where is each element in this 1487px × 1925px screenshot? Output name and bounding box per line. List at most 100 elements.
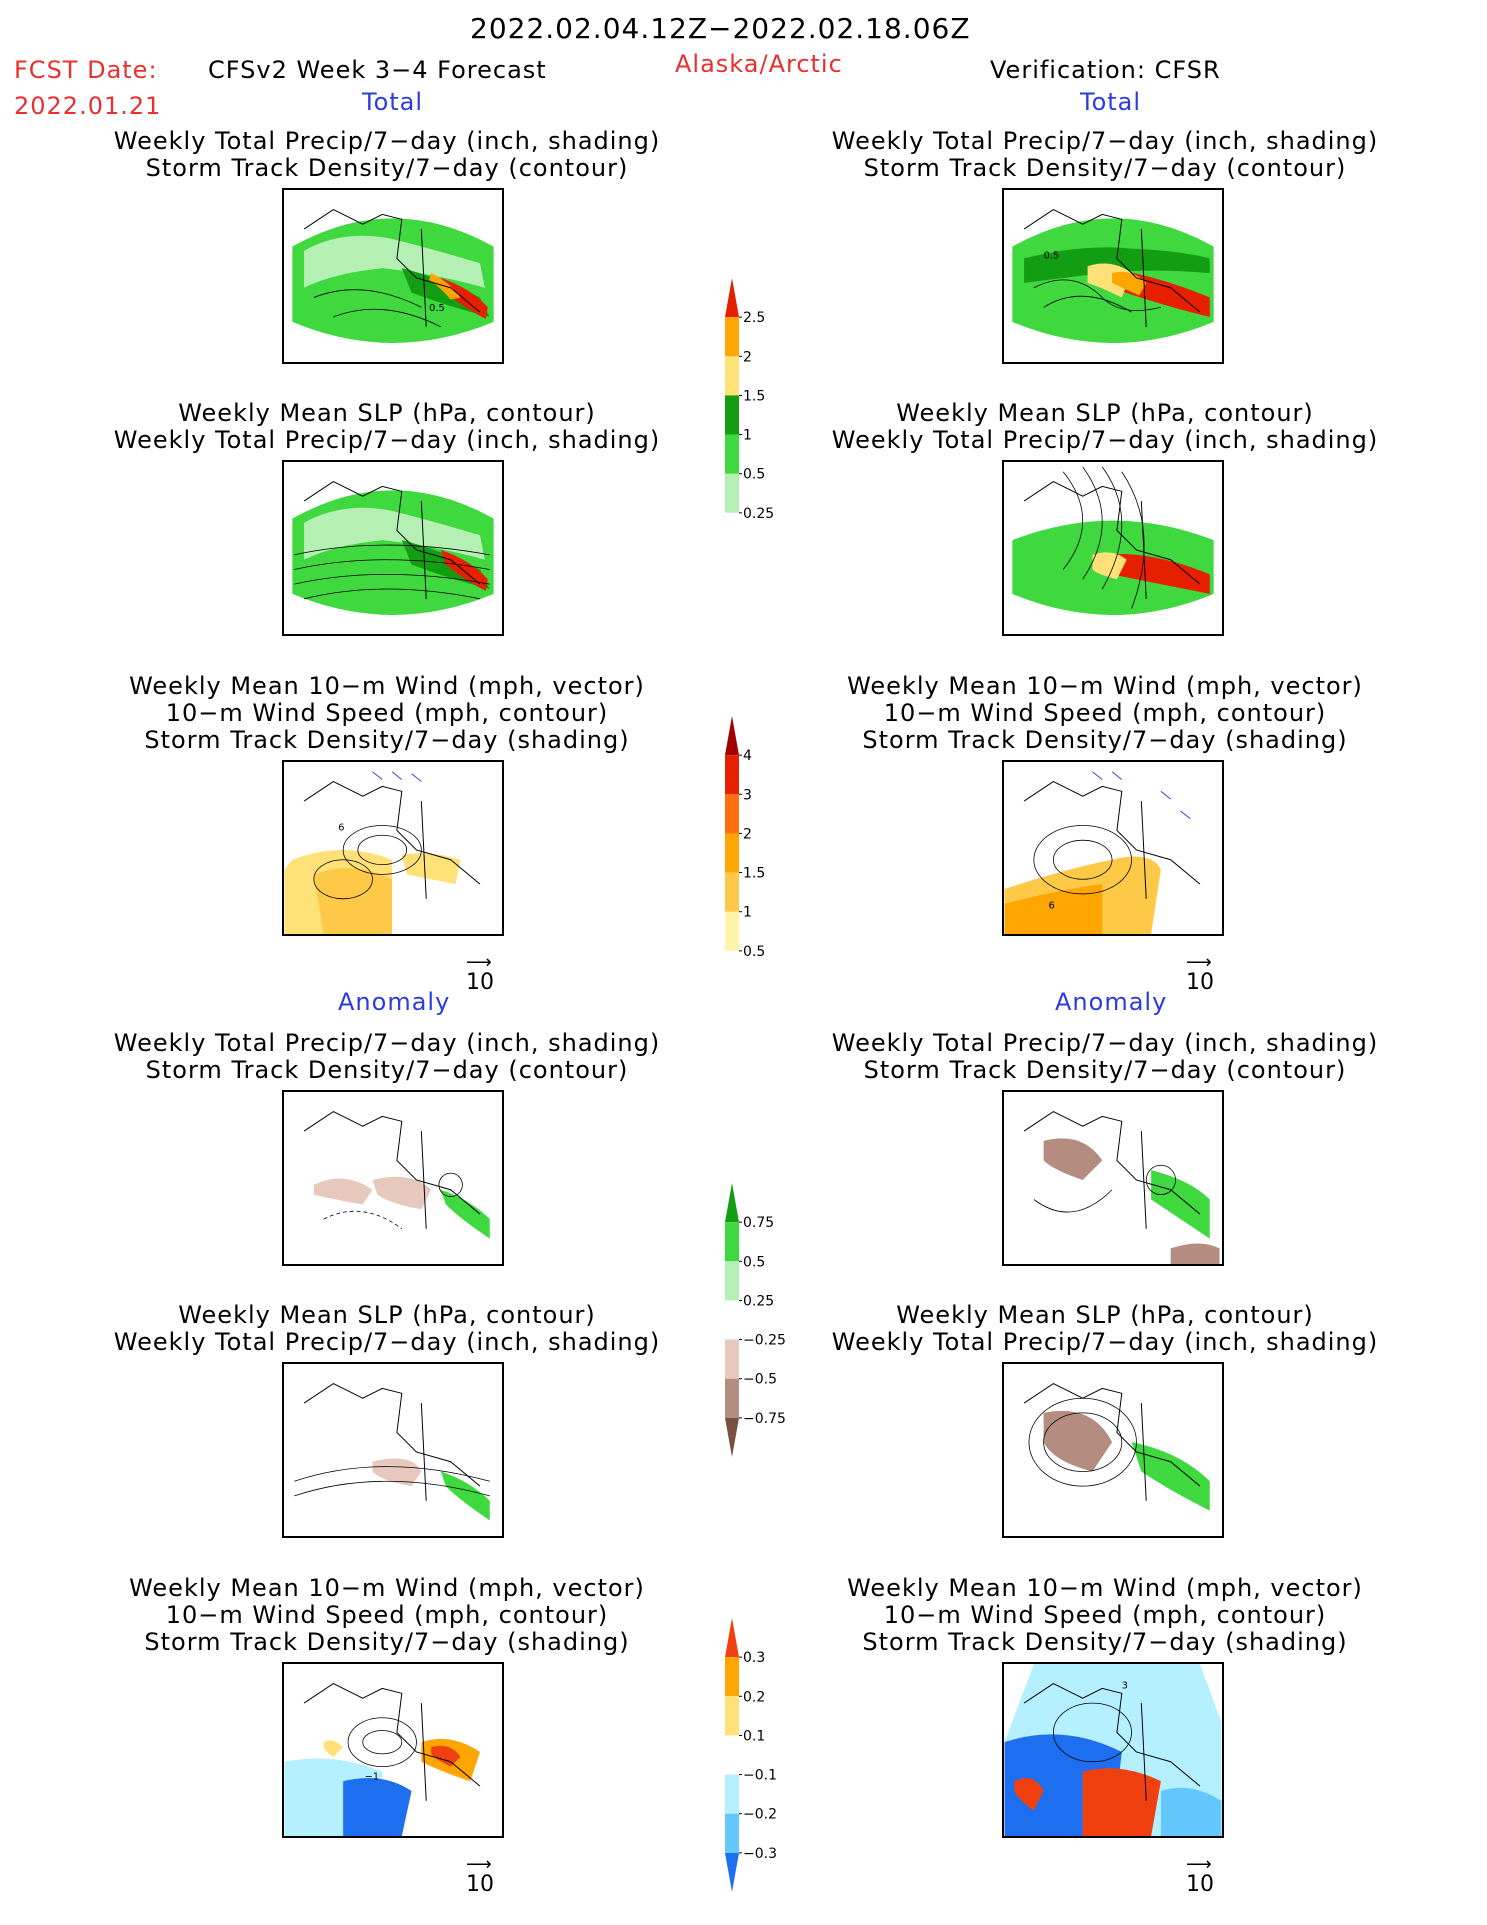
contour-label: 0.5 xyxy=(429,303,445,314)
colorbar-label: 0.25 xyxy=(743,1293,774,1309)
vector-ref-fcst-total: ⟶ 10 xyxy=(466,952,494,996)
section-anomaly-left: Anomaly xyxy=(338,988,451,1016)
colorbar-block xyxy=(725,1378,739,1418)
colorbar-block xyxy=(725,1417,739,1457)
contour-label: 0.5 xyxy=(1044,250,1060,261)
colorbar-label: −0.75 xyxy=(743,1411,786,1427)
colorbar-block xyxy=(725,473,739,513)
map-panel-obs-wind-anom: 3 xyxy=(1002,1662,1224,1838)
colorbar-label: 2.5 xyxy=(743,310,765,326)
arrow-right-icon: ⟶ xyxy=(466,952,492,973)
map-panel-obs-precip-total: 0.5 xyxy=(1002,188,1224,364)
region-title: Alaska/Arctic xyxy=(675,50,843,78)
colorbar-label: 0.3 xyxy=(743,1650,765,1666)
map-panel-obs-precip-anom xyxy=(1002,1090,1224,1266)
colorbar-block xyxy=(725,911,739,951)
contour-label: 3 xyxy=(1122,1680,1128,1691)
vector-ref-fcst-anom: ⟶ 10 xyxy=(466,1854,494,1898)
vector-ref-obs-anom: ⟶ 10 xyxy=(1186,1854,1214,1898)
colorbar-block xyxy=(725,716,739,756)
colorbar-label: 0.5 xyxy=(743,467,765,483)
colorbar-block xyxy=(725,1300,739,1340)
colorbar-precip-total: 2.5 2 1.5 1 0.5 0.25 xyxy=(725,270,795,560)
panel-title-obs-slp-anom: Weekly Mean SLP (hPa, contour) Weekly Tot… xyxy=(831,1301,1379,1356)
map-panel-obs-slp-total xyxy=(1002,460,1224,636)
colorbar-label: 4 xyxy=(743,748,752,764)
contour-label: 6 xyxy=(338,822,344,833)
panel-title-obs-slp-total: Weekly Mean SLP (hPa, contour) Weekly Tot… xyxy=(831,399,1379,454)
panel-title-fcst-wind-total: Weekly Mean 10−m Wind (mph, vector) 10−m … xyxy=(129,672,645,754)
colorbar-block xyxy=(725,1618,739,1658)
panel-title-obs-wind-anom: Weekly Mean 10−m Wind (mph, vector) 10−m … xyxy=(847,1574,1363,1656)
colorbar-block xyxy=(725,356,739,396)
map-panel-fcst-wind-anom: −1 xyxy=(282,1662,504,1838)
panel-title-obs-precip-total: Weekly Total Precip/7−day (inch, shading… xyxy=(831,127,1379,182)
date-range-title: 2022.02.04.12Z−2022.02.18.06Z xyxy=(470,12,971,45)
colorbar-block xyxy=(725,794,739,834)
colorbar-block xyxy=(725,395,739,435)
section-total-right: Total xyxy=(1080,88,1142,116)
fcst-date-label: FCST Date: xyxy=(14,56,158,84)
colorbar-label: 2 xyxy=(743,349,752,365)
map-panel-fcst-slp-anom xyxy=(282,1362,504,1538)
map-panel-fcst-precip-anom xyxy=(282,1090,504,1266)
colorbar-block xyxy=(725,317,739,357)
colorbar-label: 1.5 xyxy=(743,866,765,882)
colorbar-label: −0.5 xyxy=(743,1372,777,1388)
map-panel-fcst-slp-total xyxy=(282,460,504,636)
colorbar-block xyxy=(725,434,739,474)
arrow-right-icon: ⟶ xyxy=(1186,952,1212,973)
panel-title-fcst-precip-anom: Weekly Total Precip/7−day (inch, shading… xyxy=(113,1029,661,1084)
colorbar-precip-anom: 0.75 0.5 0.25 −0.25 −0.5 −0.75 xyxy=(725,1175,795,1465)
colorbar-label: −0.3 xyxy=(743,1846,777,1862)
arrow-right-icon: ⟶ xyxy=(1186,1854,1212,1875)
panel-title-fcst-precip-total: Weekly Total Precip/7−day (inch, shading… xyxy=(113,127,661,182)
panel-title-obs-precip-anom: Weekly Total Precip/7−day (inch, shading… xyxy=(831,1029,1379,1084)
panel-title-fcst-wind-anom: Weekly Mean 10−m Wind (mph, vector) 10−m … xyxy=(129,1574,645,1656)
colorbar-label: 2 xyxy=(743,826,752,842)
contour-label: 6 xyxy=(1049,901,1055,912)
colorbar-block xyxy=(725,833,739,873)
colorbar-block xyxy=(725,1183,739,1223)
contour-label: −1 xyxy=(365,1771,379,1782)
map-panel-obs-wind-total: 6 xyxy=(1002,760,1224,936)
colorbar-track-total: 4 3 2 1.5 1 0.5 xyxy=(725,708,795,998)
colorbar-block xyxy=(725,755,739,795)
colorbar-label: −0.1 xyxy=(743,1768,777,1784)
colorbar-label: 1.5 xyxy=(743,388,765,404)
colorbar-label: 0.5 xyxy=(743,944,765,960)
colorbar-block xyxy=(725,1261,739,1301)
map-panel-fcst-wind-total: 6 xyxy=(282,760,504,936)
colorbar-block xyxy=(725,872,739,912)
panel-title-obs-wind-total: Weekly Mean 10−m Wind (mph, vector) 10−m … xyxy=(847,672,1363,754)
colorbar-block xyxy=(725,1222,739,1262)
colorbar-track-anom: 0.3 0.2 0.1 −0.1 −0.2 −0.3 xyxy=(725,1610,795,1900)
colorbar-label: 0.25 xyxy=(743,506,774,522)
panel-title-fcst-slp-anom: Weekly Mean SLP (hPa, contour) Weekly Tot… xyxy=(113,1301,661,1356)
colorbar-block xyxy=(725,1735,739,1775)
section-total-left: Total xyxy=(362,88,424,116)
arrow-right-icon: ⟶ xyxy=(466,1854,492,1875)
fcst-date-value: 2022.01.21 xyxy=(14,92,162,120)
colorbar-label: 0.75 xyxy=(743,1215,774,1231)
colorbar-label: 0.5 xyxy=(743,1254,765,1270)
verification-title: Verification: CFSR xyxy=(990,56,1221,84)
colorbar-block xyxy=(725,1339,739,1379)
colorbar-block xyxy=(725,512,739,552)
colorbar-block xyxy=(725,1774,739,1814)
colorbar-block xyxy=(725,1696,739,1736)
colorbar-label: −0.2 xyxy=(743,1807,777,1823)
panel-title-fcst-slp-total: Weekly Mean SLP (hPa, contour) Weekly Tot… xyxy=(113,399,661,454)
vector-ref-obs-total: ⟶ 10 xyxy=(1186,952,1214,996)
colorbar-label: 1 xyxy=(743,428,752,444)
colorbar-label: −0.25 xyxy=(743,1333,786,1349)
section-anomaly-right: Anomaly xyxy=(1055,988,1168,1016)
colorbar-label: 1 xyxy=(743,905,752,921)
map-panel-fcst-precip-total: 0.5 xyxy=(282,188,504,364)
colorbar-block xyxy=(725,1657,739,1697)
colorbar-label: 0.1 xyxy=(743,1728,765,1744)
colorbar-block xyxy=(725,1813,739,1853)
map-panel-obs-slp-anom xyxy=(1002,1362,1224,1538)
colorbar-block xyxy=(725,1852,739,1892)
colorbar-block xyxy=(725,278,739,318)
